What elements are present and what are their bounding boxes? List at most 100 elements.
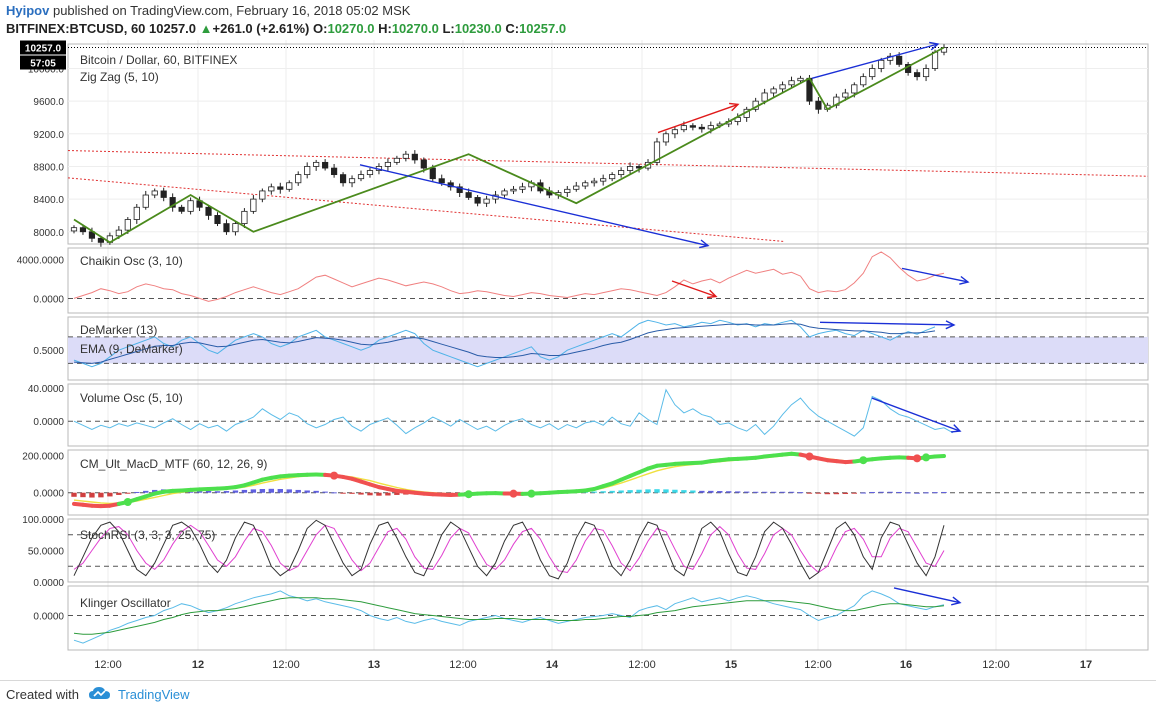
stochrsi-tick-label: 100.0000	[22, 515, 64, 526]
candle-body	[762, 93, 767, 101]
x-axis-label: 12:00	[94, 659, 122, 671]
price-tick-label: 8800.0	[33, 162, 64, 173]
candle-body	[439, 179, 444, 183]
macd-hist-bar	[609, 491, 614, 493]
low-value: 10230.0	[455, 21, 502, 36]
x-axis-label: 16	[900, 659, 912, 671]
demarker-blue-arrow	[820, 322, 954, 325]
macd-hist-bar	[690, 490, 695, 492]
publication-line: Hyipov published on TradingView.com, Feb…	[6, 3, 410, 18]
macd-hist-bar	[260, 489, 265, 493]
macd-hist-bar	[322, 492, 327, 493]
candle-body	[511, 189, 516, 191]
close-value: 10257.0	[519, 21, 566, 36]
candle-body	[179, 207, 184, 211]
footer: Created with TradingView	[0, 680, 1156, 712]
created-with-label: Created with	[6, 687, 79, 702]
candle-body	[367, 171, 372, 175]
candle-body	[287, 183, 292, 190]
macd-hist-bar	[726, 491, 731, 492]
candle-body	[403, 154, 408, 158]
macd-hist-bar	[349, 493, 354, 494]
macd-cross-dot	[859, 456, 867, 464]
volume-osc-line	[74, 390, 953, 436]
macd-hist-bar	[278, 489, 283, 493]
countdown-tag: 57:05	[30, 59, 56, 70]
candle-body	[215, 215, 220, 223]
candle-body	[161, 191, 166, 198]
candle-body	[932, 52, 937, 68]
open-label: O:	[313, 21, 327, 36]
macd-hist-bar	[645, 489, 650, 492]
chaikin-title: Chaikin Osc (3, 10)	[80, 254, 183, 268]
candle-body	[870, 68, 875, 76]
volume-osc-blue-arrow	[872, 398, 960, 431]
macd-hist-bar	[143, 491, 148, 493]
candle-body	[502, 191, 507, 195]
chart-area[interactable]: 8000.08400.08800.09200.09600.010000.0Bit…	[0, 38, 1156, 680]
tradingview-cloud-icon	[88, 685, 112, 703]
macd-cross-dot	[527, 490, 535, 498]
macd-cross-dot	[805, 453, 813, 461]
candle-body	[780, 85, 785, 89]
x-axis-label: 12:00	[804, 659, 832, 671]
chaikin-blue-arrow	[902, 268, 968, 282]
volume-osc-title: Volume Osc (5, 10)	[80, 391, 183, 405]
macd-tick-label: 0.0000	[33, 489, 64, 500]
candle-body	[340, 175, 345, 183]
candle-body	[798, 78, 803, 80]
stochrsi-title: StochRSI (3, 3, 3, 25, 75)	[80, 528, 215, 542]
x-axis-label: 12:00	[982, 659, 1010, 671]
klinger-title: Klinger Oscillator	[80, 596, 171, 610]
candle-body	[520, 187, 525, 189]
macd-hist-bar	[681, 490, 686, 493]
candle-body	[269, 187, 274, 191]
blue-trend-arrow-down	[360, 165, 708, 246]
macd-hist-bar	[385, 493, 390, 496]
candle-body	[233, 224, 238, 232]
macd-cross-dot	[124, 498, 132, 506]
macd-hist-bar	[107, 493, 112, 497]
volume-osc-tick-label: 40.0000	[28, 384, 65, 395]
high-label: H:	[378, 21, 392, 36]
candle-body	[609, 175, 614, 179]
macd-hist-bar	[98, 493, 103, 498]
candle-body	[690, 126, 695, 128]
candle-body	[600, 179, 605, 181]
candle-body	[430, 168, 435, 179]
candle-body	[681, 126, 686, 130]
ema-demarker-label: EMA (9, DeMarker)	[80, 342, 183, 356]
last-price-tag: 10257.0	[25, 44, 62, 55]
candle-body	[143, 195, 148, 207]
macd-hist-bar	[627, 490, 632, 493]
candle-body	[771, 89, 776, 93]
candle-body	[475, 197, 480, 203]
candle-body	[80, 228, 85, 232]
author-link[interactable]: Hyipov	[6, 3, 49, 18]
high-value: 10270.0	[392, 21, 439, 36]
quote-line: BITFINEX:BTCUSD, 60 10257.0 ▲+261.0 (+2.…	[6, 21, 566, 36]
candle-body	[672, 130, 677, 134]
candle-body	[618, 171, 623, 175]
tradingview-link[interactable]: TradingView	[118, 687, 190, 702]
pane-border	[68, 384, 1148, 446]
macd-hist-bar	[125, 493, 130, 494]
candle-body	[125, 220, 130, 231]
macd-hist-bar	[717, 491, 722, 493]
macd-hist-bar	[592, 492, 597, 493]
candle-body	[313, 162, 318, 166]
macd-hist-bar	[89, 493, 94, 498]
x-axis-label: 12:00	[449, 659, 477, 671]
macd-hist-bar	[80, 493, 85, 497]
candle-body	[305, 166, 310, 174]
candle-body	[789, 81, 794, 85]
macd-hist-bar	[242, 490, 247, 493]
candle-body	[242, 211, 247, 223]
macd-hist-bar	[71, 493, 76, 497]
zigzag-line	[74, 48, 944, 243]
candle-body	[278, 187, 283, 189]
price-tick-label: 8000.0	[33, 228, 64, 239]
macd-hist-bar	[233, 490, 238, 492]
klinger-tick-label: 0.0000	[33, 612, 64, 623]
macd-hist-bar	[807, 493, 812, 494]
